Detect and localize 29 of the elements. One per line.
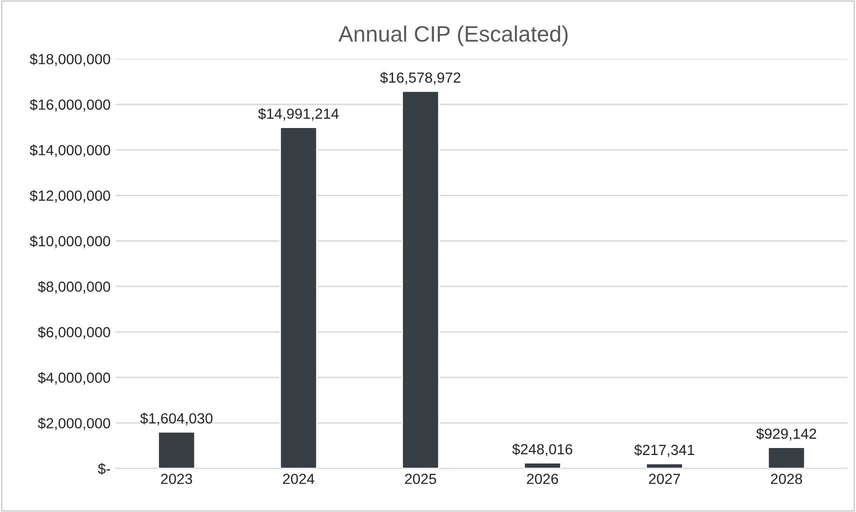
data-label: $217,341: [634, 444, 694, 457]
y-tick-label: $8,000,000: [38, 280, 110, 294]
y-tick-label: $4,000,000: [38, 372, 110, 385]
bar: [645, 462, 684, 468]
data-label: $248,016: [512, 443, 572, 456]
x-tick-label: 2026: [527, 474, 558, 484]
y-tick-label: $14,000,000: [30, 144, 110, 158]
bar: [402, 90, 440, 468]
chart-title: Annual CIP (Escalated): [338, 25, 568, 46]
y-tick-label: $12,000,000: [30, 190, 110, 203]
bar: [524, 462, 562, 468]
bar: [158, 431, 196, 468]
x-tick-label: 2023: [161, 474, 192, 484]
data-label: $929,142: [756, 428, 816, 441]
data-label: $16,578,972: [380, 72, 460, 84]
y-tick-label: $10,000,000: [30, 235, 110, 248]
data-label: $1,604,030: [140, 412, 212, 426]
bar: [280, 126, 318, 468]
x-tick-label: 2027: [648, 474, 680, 484]
y-tick-label: $6,000,000: [38, 326, 110, 340]
x-tick-label: 2025: [405, 474, 436, 484]
data-label: $14,991,214: [258, 108, 339, 121]
bar: [767, 446, 806, 468]
y-tick-label: $16,000,000: [30, 98, 110, 112]
y-tick-label: $2,000,000: [38, 417, 110, 430]
x-tick-label: 2028: [770, 474, 802, 484]
x-tick-label: 2024: [283, 474, 314, 484]
y-tick-label: $-: [98, 462, 110, 475]
y-tick-label: $18,000,000: [30, 53, 110, 66]
